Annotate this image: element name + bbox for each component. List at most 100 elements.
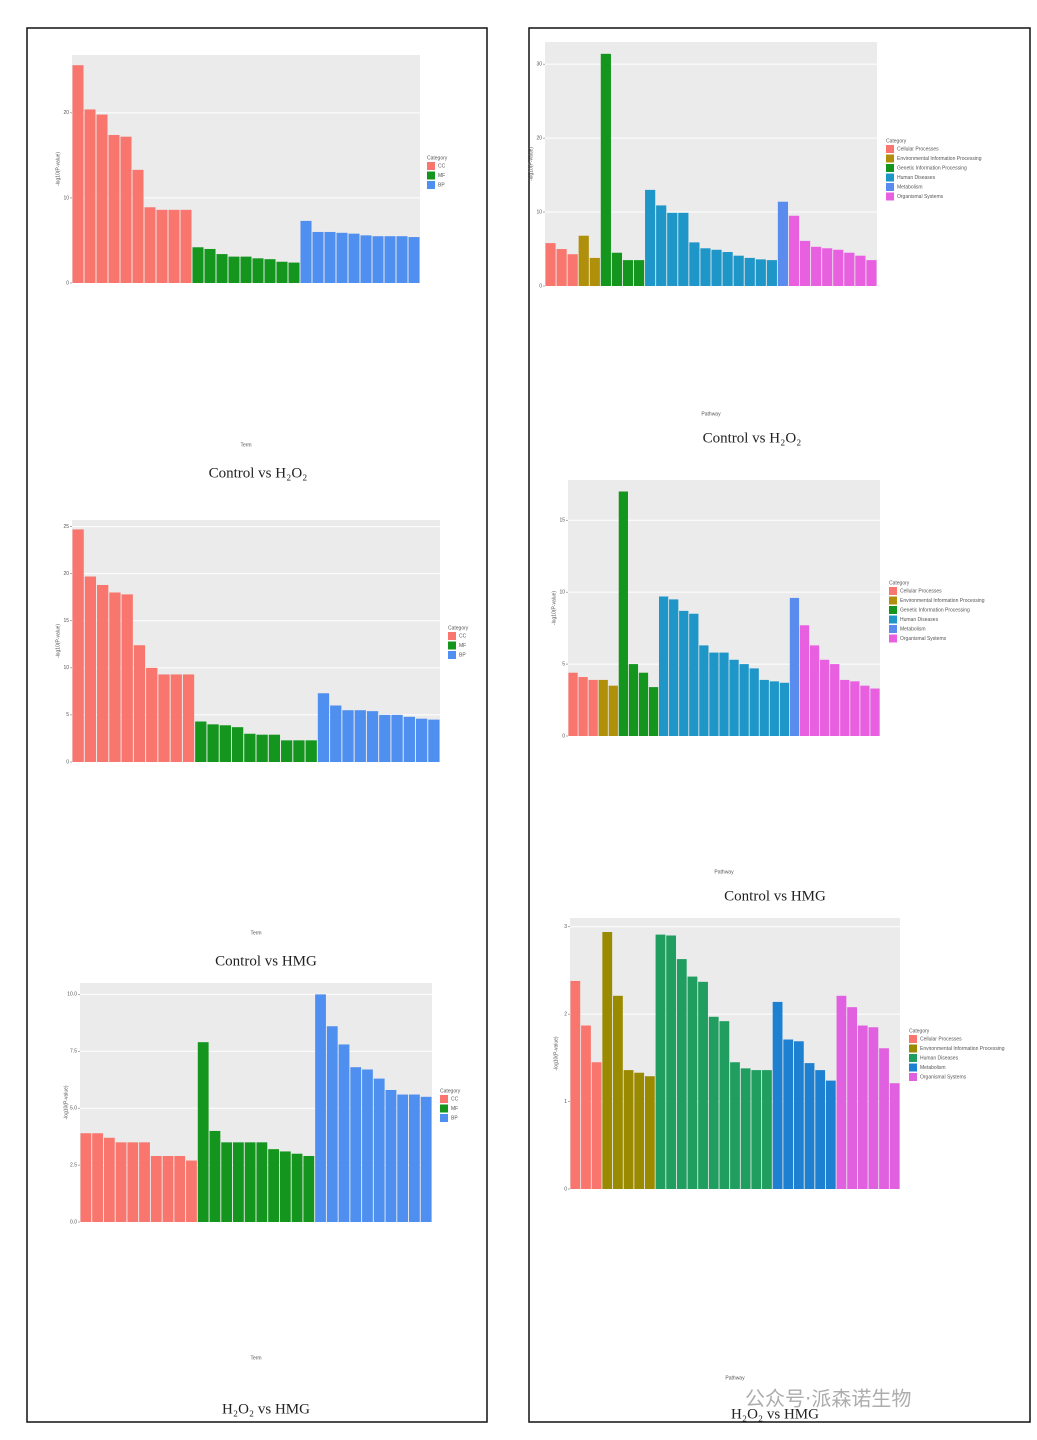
legend-title: Category (448, 625, 469, 631)
y-tick-label: 0 (66, 280, 69, 286)
bar (312, 231, 324, 283)
bar (315, 994, 326, 1222)
bar (366, 711, 379, 762)
legend-swatch (889, 596, 897, 605)
bar (678, 212, 689, 286)
x-axis-label: Pathway (714, 869, 734, 875)
legend-label: CC (459, 633, 467, 639)
legend-label: Cellular Processes (920, 1036, 962, 1042)
legend-swatch (909, 1044, 917, 1053)
legend-swatch (909, 1063, 917, 1072)
bar (772, 1001, 783, 1189)
legend-swatch (886, 173, 894, 182)
bar (799, 240, 811, 286)
bar (777, 201, 789, 286)
bar (219, 725, 231, 762)
bar (622, 260, 634, 286)
bar (783, 1039, 794, 1189)
bar (591, 1062, 602, 1189)
bar (811, 246, 822, 286)
x-axis-label: Term (250, 1355, 261, 1361)
bar (109, 592, 121, 762)
bar (700, 248, 711, 286)
y-tick-label: 10 (536, 209, 542, 215)
legend-label: Metabolism (920, 1065, 946, 1071)
legend-title: Category (440, 1088, 461, 1094)
bar (656, 205, 667, 286)
bar (600, 53, 611, 286)
y-tick-label: 0.0 (70, 1219, 77, 1225)
legend-label: Organismal Systems (900, 636, 947, 642)
bar (666, 935, 677, 1189)
bar (420, 1096, 432, 1222)
y-tick-label: 10 (63, 665, 69, 671)
legend-label: Human Diseases (900, 617, 939, 623)
chart-title: Control vs H₂O₂ (703, 430, 802, 446)
legend-swatch (427, 181, 435, 189)
bar (385, 1089, 397, 1222)
legend-swatch (909, 1073, 917, 1081)
bar (244, 733, 256, 762)
bar (766, 260, 777, 286)
plot-background (80, 983, 432, 1222)
bar (97, 584, 109, 762)
bar (207, 724, 219, 762)
legend-label: Human Diseases (920, 1055, 959, 1061)
bar (836, 995, 847, 1189)
bar (634, 1072, 645, 1189)
legend-label: Environmental Information Processing (920, 1046, 1005, 1052)
bar (751, 1070, 762, 1189)
bar (825, 1080, 836, 1189)
legend-swatch (448, 651, 456, 659)
bar (256, 734, 268, 762)
bar (360, 235, 372, 283)
bar (860, 685, 870, 736)
bar (279, 1151, 291, 1222)
bar (628, 664, 639, 736)
bar (379, 714, 391, 762)
y-axis-label: -log10(P-value) (63, 1085, 69, 1120)
chart-title: H₂O₂ vs HMG (731, 1406, 819, 1422)
legend-swatch (886, 192, 894, 201)
bar (820, 659, 830, 736)
bar (72, 65, 84, 283)
y-tick-label: 25 (63, 524, 69, 530)
legend-swatch (448, 632, 456, 640)
bar (689, 242, 700, 286)
y-tick-label: 10 (63, 195, 69, 201)
legend-title: Category (427, 155, 448, 161)
bar (403, 716, 415, 762)
bar (618, 491, 628, 736)
bar (132, 169, 144, 283)
bar (228, 256, 240, 283)
legend-swatch (886, 183, 894, 191)
legend-swatch (909, 1035, 917, 1043)
legend-label: Metabolism (897, 184, 923, 190)
y-tick-label: 5 (562, 661, 565, 667)
bar (180, 209, 192, 283)
bar (396, 236, 408, 283)
bar (809, 645, 820, 736)
bar (689, 613, 699, 736)
bar (687, 976, 698, 1189)
legend-swatch (909, 1054, 917, 1062)
bar (545, 243, 556, 286)
bar (233, 1142, 244, 1222)
legend-swatch (889, 625, 897, 633)
bar (293, 740, 305, 762)
bar (866, 260, 877, 286)
bar (133, 645, 146, 762)
legend-label: Cellular Processes (900, 588, 942, 594)
bar (799, 625, 810, 736)
y-axis-label: -log10(P-value) (528, 147, 534, 182)
bar (216, 254, 228, 283)
bar (288, 262, 300, 283)
bar (645, 189, 656, 286)
bar (578, 677, 588, 736)
chart-title: Control vs H₂O₂ (209, 465, 308, 481)
bar (568, 672, 578, 736)
y-tick-label: 20 (63, 110, 69, 116)
bar (822, 248, 833, 286)
bar (611, 252, 623, 286)
